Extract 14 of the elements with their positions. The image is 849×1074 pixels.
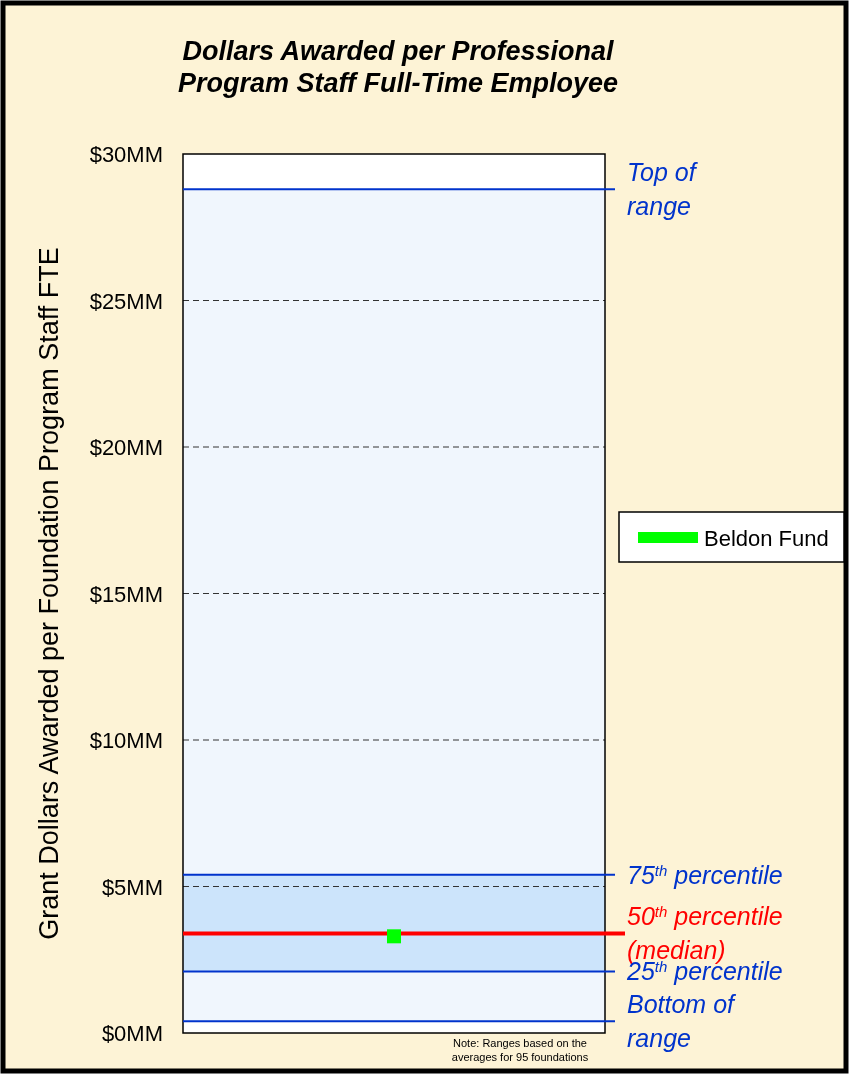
y-tick-label: $20MM [89, 435, 163, 460]
y-axis-title: Grant Dollars Awarded per Foundation Program Staff FTE [34, 247, 64, 940]
ref-line-label: 75$^{th}$ percentile [627, 860, 783, 889]
ref-line-label: Bottom of range [627, 990, 738, 1053]
y-tick-label: $5MM [101, 874, 163, 900]
y-tick-label: $0MM [101, 1021, 163, 1046]
y-tick-label: $25MM [89, 288, 163, 314]
y-tick-label: $10MM [89, 728, 163, 753]
legend-label: Beldon Fund [704, 526, 829, 551]
ref-line-label: Top of range [627, 158, 699, 221]
chart-title: Dollars Awarded per Professional Program Staff Full-Time Employee [177, 36, 619, 98]
y-tick-label: $15MM [89, 581, 163, 607]
text: Note: Ranges based on the averages for 95 foundations [451, 1037, 589, 1063]
y-tick-label: $30MM [89, 142, 163, 167]
